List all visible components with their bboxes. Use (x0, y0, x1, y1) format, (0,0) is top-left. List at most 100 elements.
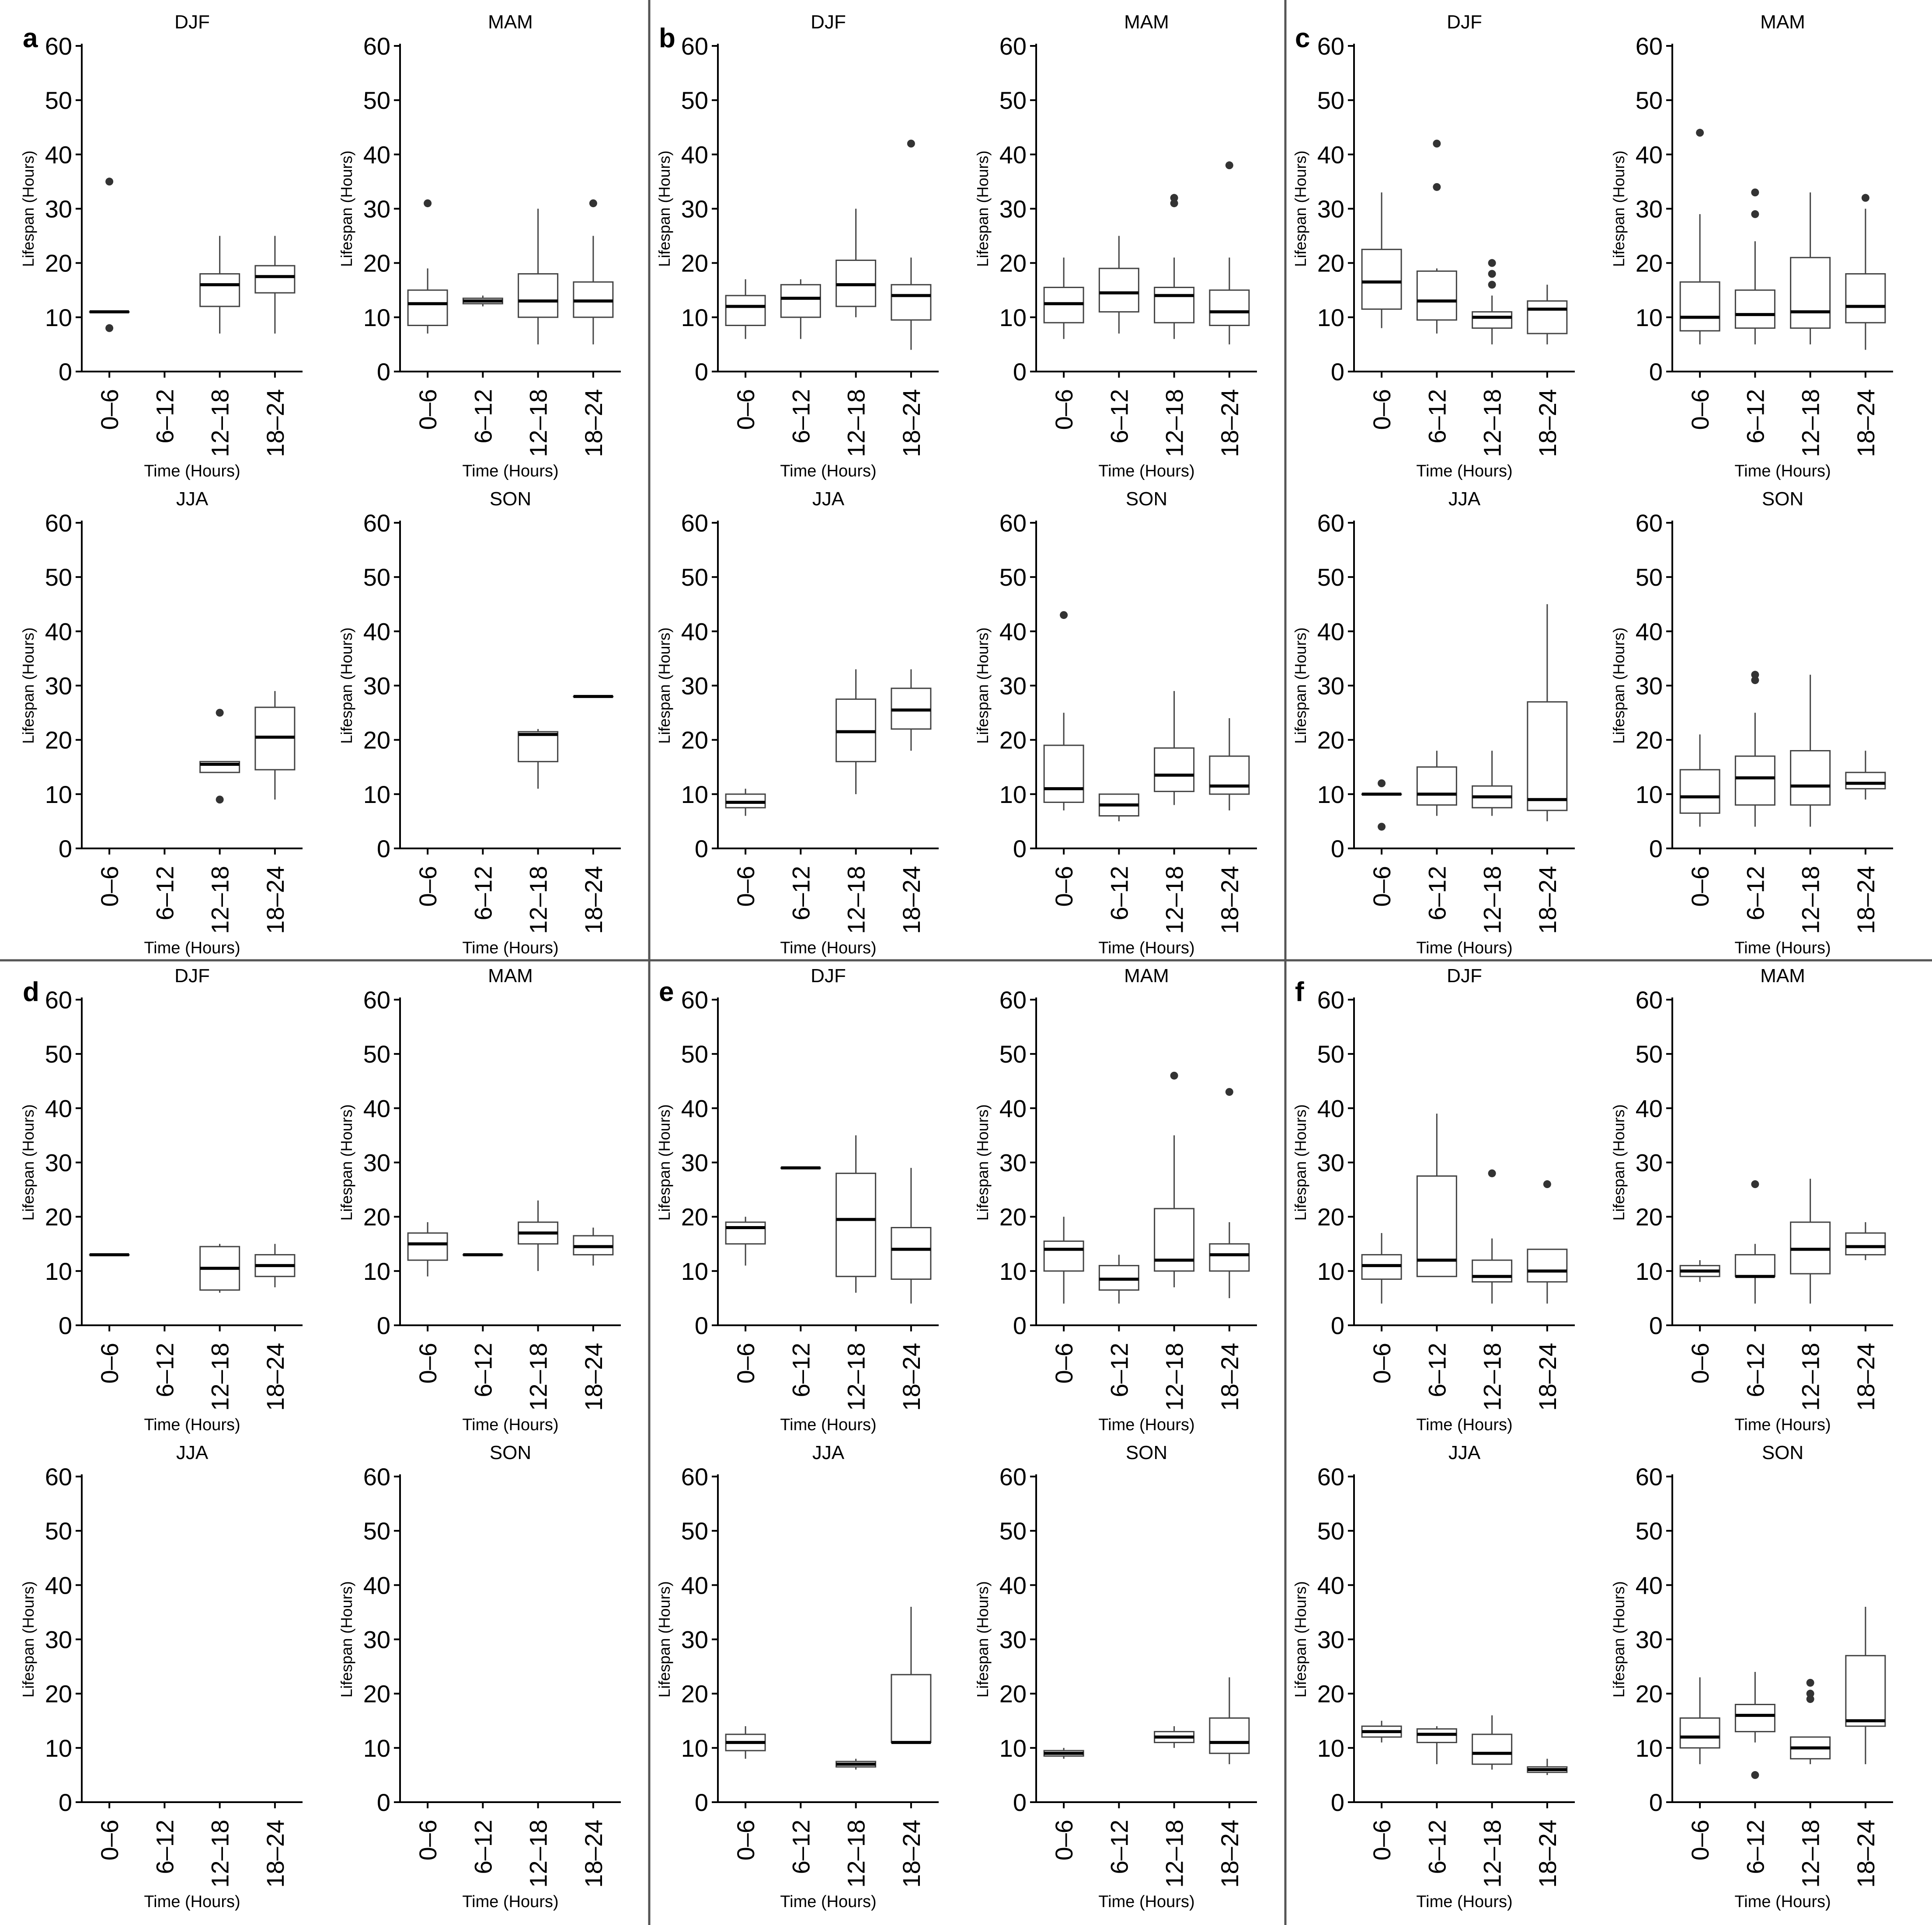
iqr-box (725, 1221, 766, 1245)
x-tick-label: 6–12 (1105, 1343, 1133, 1397)
x-tick-label: 18–24 (580, 866, 607, 934)
y-tick-label: 10 (363, 304, 390, 331)
y-tick-label: 50 (363, 87, 390, 114)
x-axis-label: Time (Hours) (1416, 462, 1512, 480)
x-tick-label: 12–18 (1479, 866, 1506, 934)
subplot-title: JJA (812, 1442, 845, 1463)
y-tick-label: 20 (681, 250, 708, 277)
subplot-title: JJA (1448, 1442, 1481, 1463)
box-18–24 (1527, 604, 1568, 821)
y-tick-label: 0 (1331, 835, 1344, 862)
box-12–18 (1472, 1715, 1513, 1770)
y-tick-label: 60 (1636, 1463, 1663, 1491)
y-tick-label: 60 (681, 32, 708, 60)
box-12–18 (1472, 259, 1513, 344)
x-tick-label: 18–24 (1216, 389, 1243, 457)
x-tick-label: 0–6 (732, 389, 759, 430)
iqr-box (1472, 1259, 1513, 1283)
iqr-box (780, 284, 821, 318)
y-axis-label: Lifespan (Hours) (655, 1581, 673, 1697)
y-tick-label: 0 (1013, 1789, 1027, 1816)
x-tick-label: 0–6 (1050, 1820, 1078, 1860)
outlier-point (907, 139, 915, 148)
y-tick-label: 40 (363, 141, 390, 168)
y-tick-label: 60 (1636, 32, 1663, 60)
box-12–18 (518, 1200, 559, 1271)
box-0–6 (1043, 257, 1084, 339)
outlier-point (1751, 210, 1759, 218)
x-axis-label: Time (Hours) (1416, 1416, 1512, 1434)
box-0–6 (1679, 129, 1720, 344)
y-tick-label: 10 (1317, 304, 1344, 331)
outlier-point (1225, 161, 1233, 170)
y-tick-label: 30 (1636, 1626, 1663, 1654)
box-12–18 (835, 208, 877, 317)
x-tick-label: 18–24 (261, 1343, 289, 1411)
y-axis-label: Lifespan (Hours) (338, 1581, 355, 1697)
subplot-d-MAM: MAM 0 10 20 30 40 50 60 Lifespan (Hours) 0–6 6–12 1… (338, 965, 621, 1434)
subplot-c-DJF: DJF 0 10 20 30 40 50 60 Lifespan (Hours) 0–6 6–12 1… (1291, 11, 1575, 480)
iqr-box (1472, 311, 1513, 329)
box-12–18 (835, 669, 877, 794)
x-tick-label: 0–6 (732, 1343, 759, 1383)
iqr-box (254, 265, 296, 294)
outlier-point (1488, 259, 1496, 267)
y-tick-label: 0 (1013, 358, 1027, 386)
box-12–18 (1790, 1678, 1831, 1765)
x-tick-label: 18–24 (1534, 1820, 1561, 1888)
y-tick-label: 30 (363, 672, 390, 700)
outlier-point (105, 177, 114, 186)
y-tick-label: 50 (681, 1517, 708, 1545)
y-tick-label: 10 (1636, 304, 1663, 331)
box-18–24 (1209, 161, 1250, 344)
y-tick-label: 60 (363, 986, 390, 1014)
x-tick-label: 6–12 (151, 389, 178, 444)
y-tick-label: 0 (377, 835, 390, 862)
y-tick-label: 30 (681, 1626, 708, 1654)
box-18–24 (1209, 1088, 1250, 1298)
panel-group-b: b DJF 0 10 20 30 40 50 60 Lifespan (Hours) 0–6 6–12… (655, 11, 1257, 957)
subplot-d-DJF: DJF 0 10 20 30 40 50 60 Lifespan (Hours) 0–6 6–12 1… (19, 965, 303, 1434)
iqr-box (1043, 744, 1084, 803)
x-tick-label: 0–6 (732, 866, 759, 907)
iqr-box (407, 1232, 448, 1261)
x-axis-label: Time (Hours) (144, 1416, 240, 1434)
y-tick-label: 40 (363, 1095, 390, 1122)
y-tick-label: 0 (1331, 1789, 1344, 1816)
y-tick-label: 60 (681, 986, 708, 1014)
y-tick-label: 50 (45, 1517, 72, 1545)
iqr-box (1679, 769, 1720, 814)
y-tick-label: 60 (999, 1463, 1027, 1491)
subplot-d-JJA: JJA 0 10 20 30 40 50 60 Lifespan (Hours) 0–6 6–12 1… (19, 1442, 303, 1911)
iqr-box (891, 1674, 932, 1743)
x-axis-label: Time (Hours) (780, 1893, 876, 1911)
box-18–24 (254, 691, 296, 800)
box-18–24 (1845, 1607, 1886, 1765)
y-tick-label: 0 (377, 1789, 390, 1816)
panel-group-e: e DJF 0 10 20 30 40 50 60 Lifespan (Hours) 0–6 6–12… (655, 965, 1257, 1911)
y-tick-label: 0 (377, 358, 390, 386)
y-tick-label: 10 (1636, 1258, 1663, 1285)
y-tick-label: 10 (1317, 1734, 1344, 1762)
subplot-b-JJA: JJA 0 10 20 30 40 50 60 Lifespan (Hours) 0–6 6–12 1… (655, 488, 939, 957)
x-axis-label: Time (Hours) (1098, 462, 1194, 480)
panel-letter-f: f (1295, 977, 1304, 1007)
y-tick-label: 10 (45, 304, 72, 331)
subplot-c-MAM: MAM 0 10 20 30 40 50 60 Lifespan (Hours) 0–6 6–12 1… (1610, 11, 1893, 480)
y-tick-label: 10 (999, 781, 1027, 808)
box-12–18 (199, 236, 240, 334)
x-tick-label: 0–6 (414, 1343, 442, 1383)
y-tick-label: 30 (999, 672, 1027, 700)
y-tick-label: 10 (999, 1734, 1027, 1762)
y-tick-label: 10 (1636, 1734, 1663, 1762)
y-tick-label: 40 (1317, 618, 1344, 645)
y-tick-label: 40 (999, 141, 1027, 168)
x-tick-label: 18–24 (1216, 1343, 1243, 1411)
y-axis-label: Lifespan (Hours) (974, 1581, 992, 1697)
y-tick-label: 50 (999, 563, 1027, 591)
x-tick-label: 12–18 (842, 866, 870, 934)
x-tick-label: 18–24 (1216, 1820, 1243, 1888)
y-tick-label: 40 (1317, 1571, 1344, 1599)
x-tick-label: 6–12 (1423, 1343, 1451, 1397)
box-0–6 (1679, 1677, 1720, 1765)
